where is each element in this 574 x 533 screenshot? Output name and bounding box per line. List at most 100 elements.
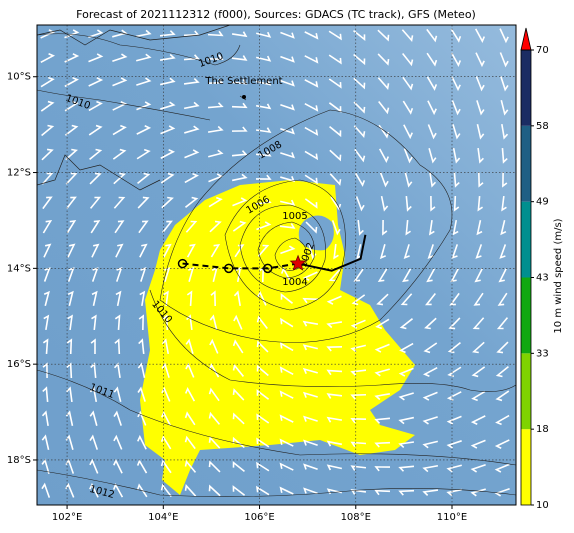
- wind-barb: [495, 414, 510, 426]
- wind-barb: [66, 220, 77, 234]
- wind-barb: [160, 410, 171, 426]
- wind-barb: [378, 100, 390, 115]
- wind-barb: [400, 293, 413, 306]
- x-tick-label: 104°E: [148, 512, 178, 523]
- wind-barb: [304, 198, 318, 209]
- colorbar-tick-label: 10: [536, 500, 549, 511]
- wind-barb: [184, 196, 199, 208]
- wind-barb: [256, 389, 270, 400]
- wind-barb: [446, 464, 462, 473]
- wind-barb: [495, 390, 510, 402]
- x-tick-label: 108°E: [341, 512, 371, 523]
- wind-barb: [398, 416, 415, 425]
- wind-barb: [280, 103, 295, 111]
- wind-barb: [41, 124, 55, 137]
- wind-barb: [187, 266, 195, 282]
- wind-barb: [113, 196, 126, 209]
- wind-barb: [448, 317, 461, 330]
- wind-barb: [186, 290, 193, 307]
- wind-barb: [333, 243, 339, 260]
- wind-barb: [382, 219, 388, 236]
- wind-barb: [184, 411, 196, 426]
- colorbar-segment: [521, 125, 531, 202]
- wind-barb: [208, 387, 220, 402]
- wind-barb: [374, 466, 391, 472]
- wind-barb: [476, 100, 485, 116]
- wind-barb: [305, 221, 318, 234]
- wind-barb: [472, 317, 485, 330]
- wind-barb: [451, 100, 461, 116]
- wind-barb: [184, 435, 196, 450]
- wind-barb: [302, 344, 318, 351]
- wind-barb: [231, 173, 248, 182]
- wind-barb: [302, 320, 319, 327]
- colorbar-tick-label: 58: [536, 121, 549, 132]
- wind-barb: [163, 243, 172, 258]
- wind-barb: [256, 413, 270, 424]
- wind-barb: [428, 219, 435, 236]
- wind-barb: [232, 197, 248, 207]
- wind-barb: [279, 390, 294, 399]
- y-tick-label: 14°S: [7, 263, 31, 274]
- wind-barb: [256, 364, 269, 377]
- wind-barb: [67, 243, 76, 258]
- wind-barb: [43, 243, 52, 258]
- wind-barb: [402, 76, 414, 91]
- track-point: [177, 258, 188, 269]
- wind-barb: [330, 196, 342, 211]
- wind-barb: [374, 489, 391, 496]
- x-tick-label: 106°E: [244, 512, 274, 523]
- wind-barb: [207, 125, 224, 133]
- wind-barb: [231, 150, 248, 157]
- wind-barb: [280, 79, 295, 87]
- wind-barb: [350, 417, 367, 424]
- wind-barb: [379, 172, 389, 188]
- wind-barb: [115, 243, 124, 258]
- wind-barb: [64, 29, 80, 39]
- wind-barb: [430, 195, 436, 212]
- wind-barb: [355, 196, 365, 212]
- wind-barb: [426, 268, 436, 283]
- wind-barb: [89, 482, 99, 498]
- wind-barb: [450, 28, 462, 43]
- wind-barb: [405, 219, 411, 236]
- wind-barb: [451, 76, 461, 92]
- wind-barb: [501, 195, 507, 212]
- wind-barb: [255, 198, 272, 205]
- wind-barb: [470, 415, 486, 425]
- forecast-track: [297, 234, 367, 272]
- wind-barb: [280, 293, 294, 304]
- wind-barb: [112, 148, 127, 160]
- wind-barb: [209, 220, 222, 233]
- wind-barb: [136, 77, 152, 86]
- wind-barb: [255, 127, 272, 134]
- wind-barb: [207, 30, 224, 37]
- wind-barb: [112, 124, 127, 136]
- wind-barb: [208, 149, 224, 158]
- wind-barb: [88, 100, 103, 112]
- wind-barb: [89, 434, 99, 450]
- wind-barb: [427, 124, 437, 140]
- wind-barb: [161, 386, 171, 402]
- colorbar-segment: [521, 353, 531, 430]
- wind-barb: [405, 195, 412, 212]
- wind-barb: [65, 148, 78, 161]
- wind-barb: [501, 147, 508, 164]
- wind-barb: [232, 412, 245, 425]
- map-body: [37, 25, 516, 505]
- wind-barb: [64, 100, 79, 112]
- x-tick-label: 110°E: [437, 512, 467, 523]
- wind-barb: [429, 171, 437, 188]
- wind-barb: [428, 148, 437, 164]
- wind-barb: [41, 410, 49, 427]
- wind-barb: [501, 123, 509, 140]
- wind-barb: [472, 341, 485, 354]
- wind-barb: [164, 266, 171, 282]
- place-marker: [242, 95, 246, 99]
- strong-wind-area: [140, 180, 415, 495]
- wind-barb: [495, 365, 509, 378]
- wind-barb: [328, 269, 341, 282]
- wind-barb: [137, 434, 147, 450]
- wind-barb: [256, 340, 269, 353]
- wind-barb: [232, 220, 247, 232]
